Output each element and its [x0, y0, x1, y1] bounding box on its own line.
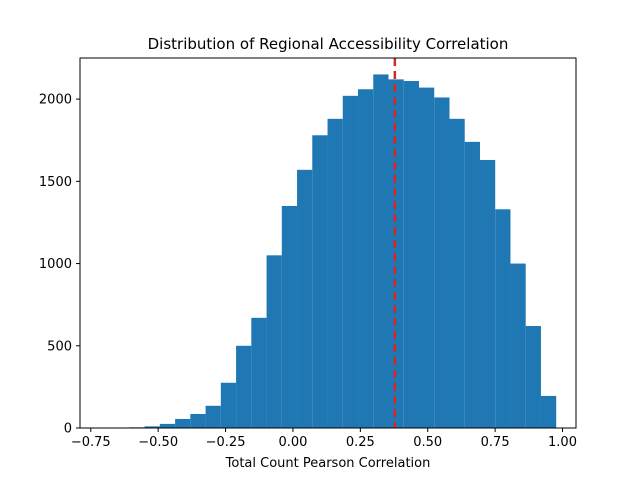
histogram-bar: [388, 79, 404, 428]
histogram-bar: [373, 74, 389, 428]
x-tick-label: 0.25: [346, 435, 375, 450]
histogram-bar: [190, 414, 206, 428]
histogram-bar: [449, 118, 465, 428]
histogram-bar: [495, 209, 511, 428]
histogram-bar: [266, 255, 282, 428]
y-tick-label: 0: [64, 422, 72, 437]
histogram-bar: [419, 87, 435, 428]
x-axis-label: Total Count Pearson Correlation: [225, 456, 431, 471]
y-tick-label: 2000: [39, 93, 72, 108]
histogram-bar: [144, 426, 160, 428]
histogram-bar: [464, 141, 480, 428]
histogram-bar: [540, 395, 557, 428]
x-tick-label: −0.75: [71, 435, 111, 450]
histogram-bar: [358, 89, 374, 429]
x-tick-label: 0.75: [481, 435, 510, 450]
y-tick-label: 1000: [39, 257, 72, 272]
x-tick-label: −0.25: [206, 435, 246, 450]
x-tick-label: −0.50: [138, 435, 178, 450]
x-tick-label: 0.50: [413, 435, 442, 450]
plot-frame: [79, 57, 577, 429]
histogram-bar: [297, 169, 313, 428]
y-axis-ticks: 0 500 1000 1500 2000: [39, 93, 80, 437]
y-tick-label: 1500: [39, 175, 72, 190]
histogram-bars: [98, 74, 557, 429]
x-axis-ticks: −0.75 −0.50 −0.25 0.00 0.25 0.50 0.75 1.00: [71, 428, 577, 450]
histogram-bar: [327, 118, 343, 428]
histogram-bar: [220, 382, 237, 428]
histogram-bar: [525, 326, 541, 428]
histogram-bar: [236, 345, 252, 428]
chart-title: Distribution of Regional Accessibility C…: [148, 35, 509, 53]
histogram-bar: [403, 81, 420, 429]
histogram-bar: [205, 405, 221, 428]
histogram-bar: [281, 206, 298, 428]
histogram-bar: [159, 423, 176, 428]
histogram-bar: [479, 159, 496, 428]
x-tick-label: 0.00: [278, 435, 307, 450]
histogram-bar: [342, 95, 359, 428]
histogram-bar: [434, 97, 450, 428]
histogram-bar: [175, 418, 191, 428]
histogram-bar: [251, 317, 267, 428]
histogram-bar: [510, 263, 526, 428]
histogram-bar: [312, 135, 328, 429]
x-tick-label: 1.00: [548, 435, 577, 450]
y-tick-label: 500: [47, 339, 72, 354]
